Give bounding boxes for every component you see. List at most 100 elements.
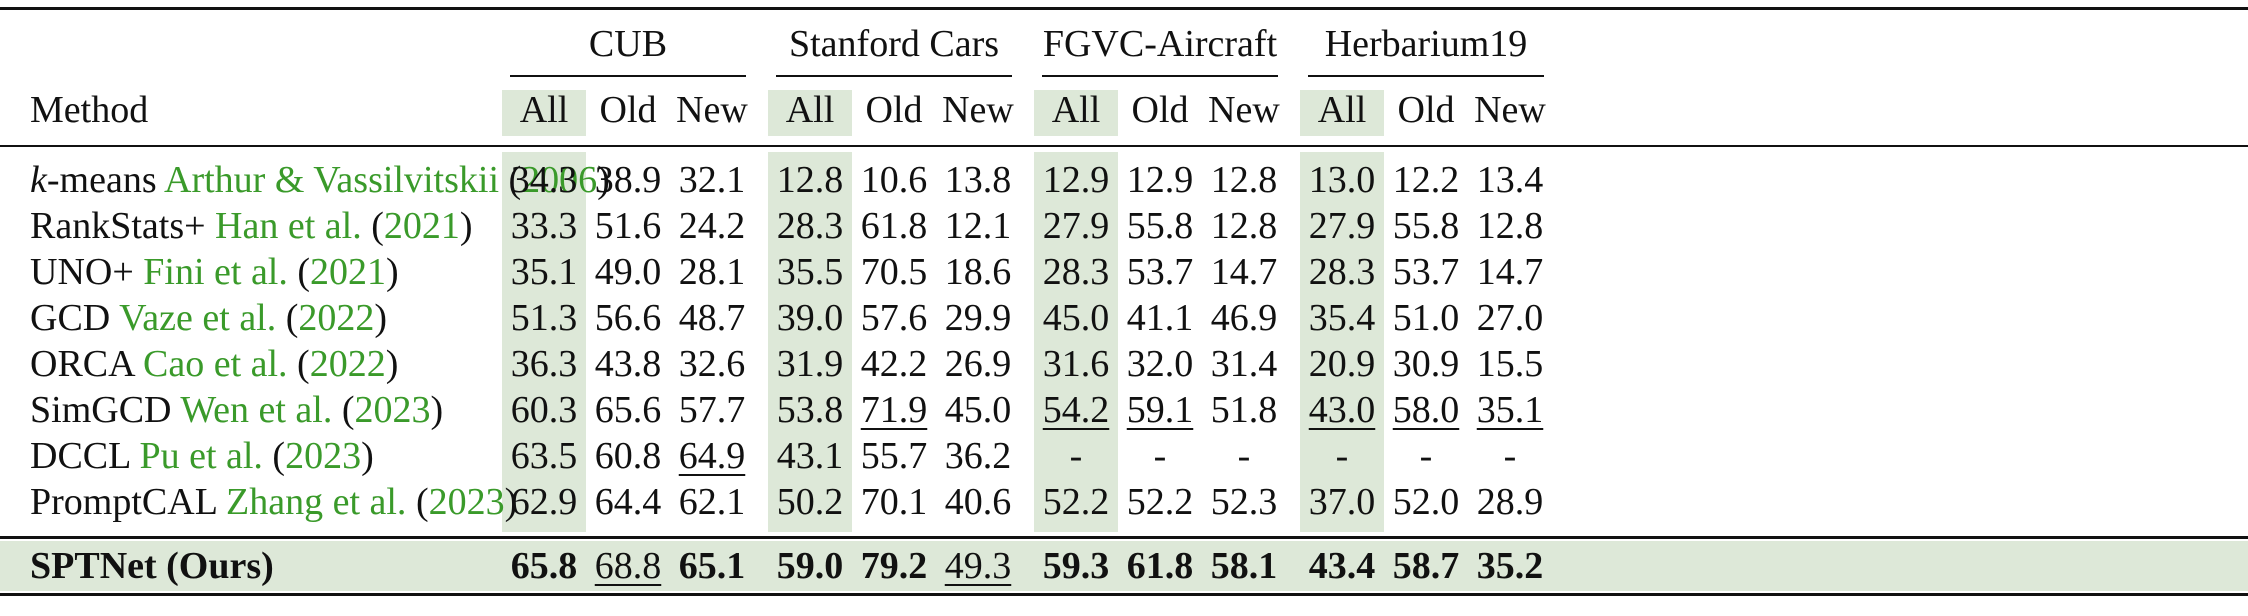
table-cell: 52.0 bbox=[1392, 481, 1460, 523]
all-column-band-3 bbox=[1300, 90, 1384, 136]
method-label: ORCA bbox=[30, 343, 134, 385]
bottom-rule bbox=[0, 593, 2248, 596]
method-label: DCCL bbox=[30, 435, 130, 477]
table-cell: 70.5 bbox=[860, 251, 928, 293]
table-cell: 70.1 bbox=[860, 481, 928, 523]
citation-link[interactable]: Arthur & Vassilvitskii bbox=[164, 159, 500, 201]
table-cell: 28.3 bbox=[776, 205, 844, 247]
table-cell: 53.7 bbox=[1392, 251, 1460, 293]
citation-link[interactable]: Cao et al. bbox=[142, 343, 288, 385]
ours-cell: 68.8 bbox=[594, 545, 662, 587]
ours-row-highlight bbox=[0, 541, 2248, 591]
citation-link[interactable]: Fini et al. bbox=[143, 251, 288, 293]
table-cell: 31.9 bbox=[776, 343, 844, 385]
citation-link[interactable]: Wen et al. bbox=[180, 389, 333, 431]
method-name: GCD Vaze et al. (2022) bbox=[30, 297, 388, 339]
all-column-band-body-1 bbox=[768, 152, 852, 532]
table-cell: 28.9 bbox=[1476, 481, 1544, 523]
ours-cell: 58.1 bbox=[1210, 545, 1278, 587]
citation-year-link[interactable]: 2006 bbox=[521, 159, 598, 201]
table-cell: 46.9 bbox=[1210, 297, 1278, 339]
subheader-old: Old bbox=[1397, 89, 1455, 131]
citation-year-link[interactable]: 2023 bbox=[428, 481, 505, 523]
ours-cell: 59.0 bbox=[776, 545, 844, 587]
ours-cell: 65.8 bbox=[510, 545, 578, 587]
table-cell: 35.5 bbox=[776, 251, 844, 293]
ours-cell: 79.2 bbox=[860, 545, 928, 587]
table-cell: 31.4 bbox=[1210, 343, 1278, 385]
table-cell: 71.9 bbox=[860, 389, 928, 431]
table-cell: - bbox=[1419, 435, 1433, 477]
table-cell: - bbox=[1237, 435, 1251, 477]
table-cell: 28.3 bbox=[1308, 251, 1376, 293]
table-cell: 51.3 bbox=[510, 297, 578, 339]
method-name: UNO+ Fini et al. (2021) bbox=[30, 251, 399, 293]
table-cell: 34.3 bbox=[510, 159, 578, 201]
method-name-prefix: k bbox=[30, 159, 47, 201]
table-cell: 33.3 bbox=[510, 205, 578, 247]
citation-year-link[interactable]: 2021 bbox=[383, 205, 460, 247]
table-cell: 28.3 bbox=[1042, 251, 1110, 293]
ours-cell: 65.1 bbox=[678, 545, 746, 587]
table-cell: 53.8 bbox=[776, 389, 844, 431]
table-cell: 18.6 bbox=[944, 251, 1012, 293]
subheader-all: All bbox=[785, 89, 835, 131]
table-cell: 40.6 bbox=[944, 481, 1012, 523]
table-cell: 54.2 bbox=[1042, 389, 1110, 431]
table-cell: 57.7 bbox=[678, 389, 746, 431]
method-name: PromptCAL Zhang et al. (2023) bbox=[30, 481, 518, 523]
all-column-band-body-0 bbox=[502, 152, 586, 532]
table-cell: 27.9 bbox=[1308, 205, 1376, 247]
method-name: SimGCD Wen et al. (2023) bbox=[30, 389, 444, 431]
table-cell: 24.2 bbox=[678, 205, 746, 247]
method-label: GCD bbox=[30, 297, 111, 339]
citation-link[interactable]: Zhang et al. bbox=[226, 481, 407, 523]
group-header-fgvc-aircraft: FGVC-Aircraft bbox=[1042, 23, 1278, 65]
table-cell: 39.0 bbox=[776, 297, 844, 339]
method-label: -means bbox=[46, 159, 157, 201]
method-label: UNO+ bbox=[30, 251, 134, 293]
table-cell: - bbox=[1503, 435, 1517, 477]
method-label: SimGCD bbox=[30, 389, 172, 431]
table-cell: 62.9 bbox=[510, 481, 578, 523]
citation-link[interactable]: Pu et al. bbox=[139, 435, 263, 477]
group-header-stanford-cars: Stanford Cars bbox=[788, 23, 1000, 65]
citation-link[interactable]: Vaze et al. bbox=[119, 297, 277, 339]
table-cell: 37.0 bbox=[1308, 481, 1376, 523]
method-name: ORCA Cao et al. (2022) bbox=[30, 343, 399, 385]
subheader-new: New bbox=[1474, 89, 1546, 131]
table-cell: 64.9 bbox=[678, 435, 746, 477]
header-rule bbox=[0, 145, 2248, 147]
table-cell: 36.3 bbox=[510, 343, 578, 385]
ours-cell: 58.7 bbox=[1392, 545, 1460, 587]
citation-year-link[interactable]: 2022 bbox=[298, 297, 375, 339]
table-cell: 12.9 bbox=[1126, 159, 1194, 201]
table-cell: 51.8 bbox=[1210, 389, 1278, 431]
table-cell: 43.1 bbox=[776, 435, 844, 477]
top-clip bbox=[0, 0, 2248, 6]
citation-year-link[interactable]: 2022 bbox=[309, 343, 386, 385]
table-cell: 45.0 bbox=[1042, 297, 1110, 339]
top-rule bbox=[0, 7, 2248, 10]
group-rule-cub bbox=[510, 75, 746, 77]
table-cell: 41.1 bbox=[1126, 297, 1194, 339]
table-cell: 50.2 bbox=[776, 481, 844, 523]
group-header-herbarium19: Herbarium19 bbox=[1324, 23, 1528, 65]
citation-year-link[interactable]: 2023 bbox=[354, 389, 431, 431]
citation-year-link[interactable]: 2021 bbox=[310, 251, 387, 293]
table-cell: 59.1 bbox=[1126, 389, 1194, 431]
citation-link[interactable]: Han et al. bbox=[215, 205, 362, 247]
group-header-cub: CUB bbox=[588, 23, 668, 65]
table-cell: 49.0 bbox=[594, 251, 662, 293]
table-cell: - bbox=[1069, 435, 1083, 477]
citation-year-link[interactable]: 2023 bbox=[285, 435, 362, 477]
table-cell: 45.0 bbox=[944, 389, 1012, 431]
ours-cell: 59.3 bbox=[1042, 545, 1110, 587]
subheader-all: All bbox=[1317, 89, 1367, 131]
table-cell: 27.9 bbox=[1042, 205, 1110, 247]
subheader-all: All bbox=[519, 89, 569, 131]
table-cell: 43.0 bbox=[1308, 389, 1376, 431]
subheader-old: Old bbox=[865, 89, 923, 131]
table-cell: 27.0 bbox=[1476, 297, 1544, 339]
table-cell: 12.8 bbox=[776, 159, 844, 201]
